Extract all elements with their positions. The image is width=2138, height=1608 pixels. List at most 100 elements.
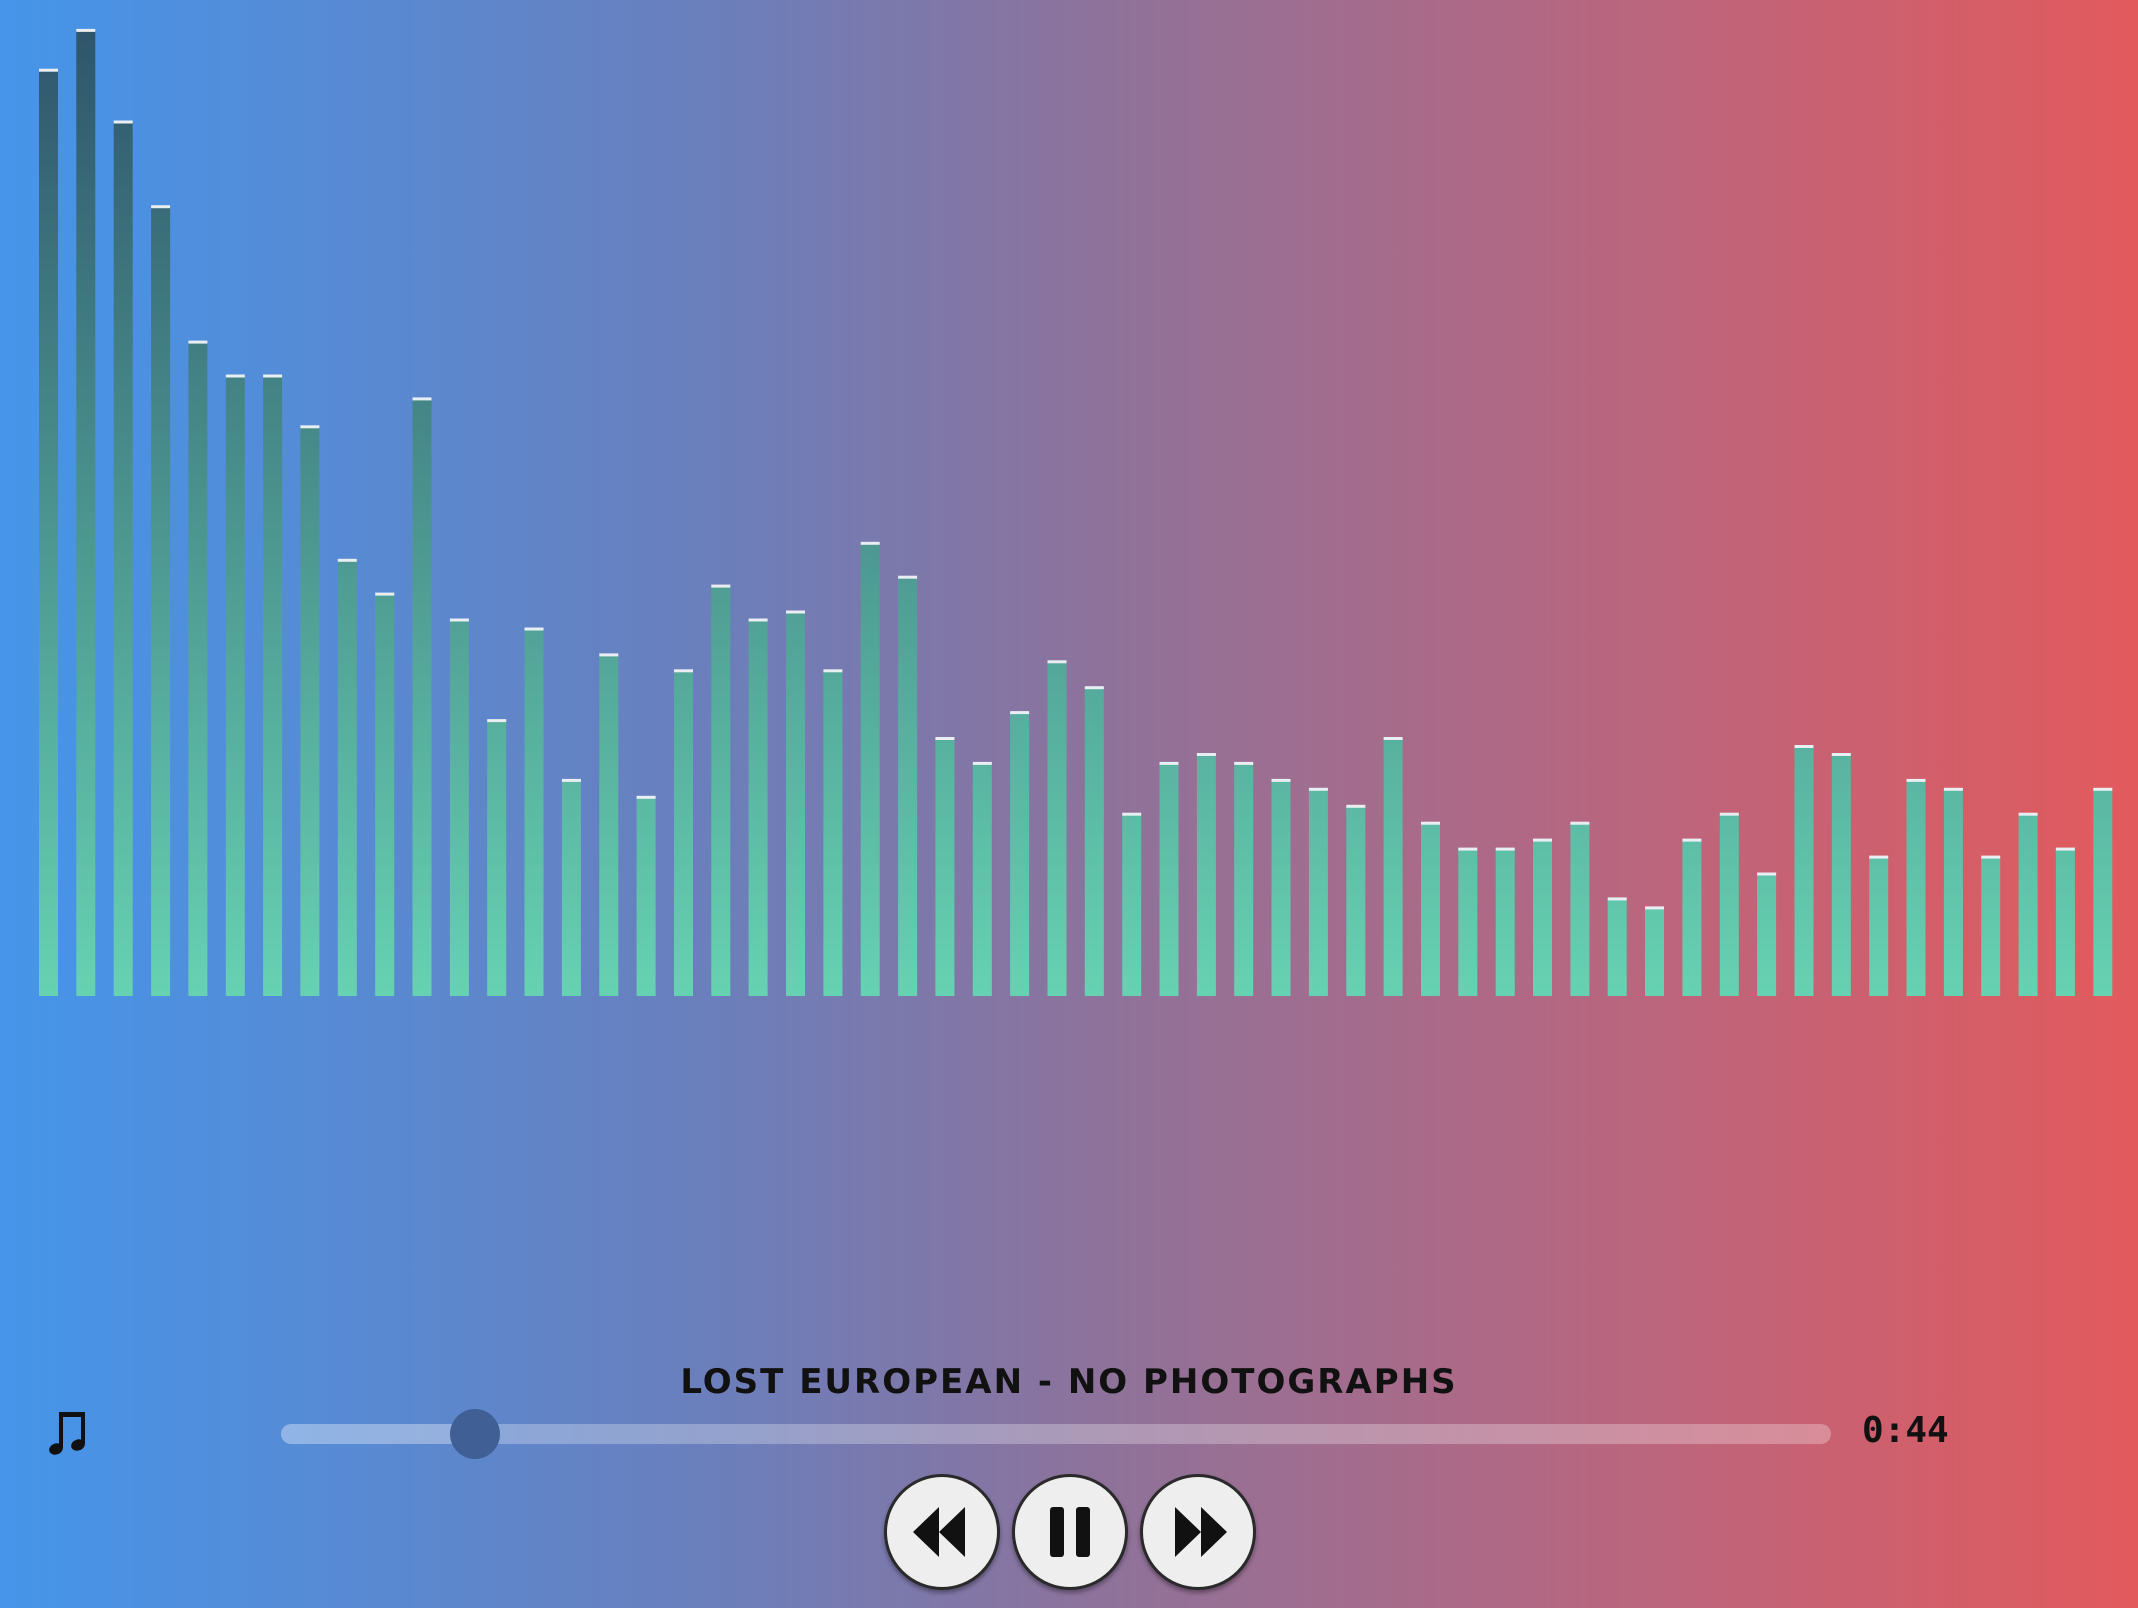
visualizer-bar-cap xyxy=(375,592,395,596)
visualizer-bar xyxy=(412,398,432,996)
visualizer-bar xyxy=(188,341,208,997)
visualizer-bar xyxy=(1570,822,1590,996)
visualizer-bar-cap xyxy=(1794,745,1814,748)
visualizer-bar-cap xyxy=(860,541,880,545)
visualizer-bar-cap xyxy=(39,68,58,72)
visualizer-bar-cap xyxy=(1308,787,1328,791)
visualizer-bar-cap xyxy=(1831,753,1851,756)
music-note-icon xyxy=(48,1408,92,1460)
visualizer-bar xyxy=(898,576,918,996)
visualizer-bar xyxy=(786,611,805,996)
visualizer-bar-cap xyxy=(412,397,432,401)
visualizer-bar xyxy=(1607,898,1627,996)
visualizer-bar xyxy=(1458,848,1478,996)
visualizer-bar-cap xyxy=(1196,753,1216,756)
visualizer-bar xyxy=(1869,856,1889,996)
visualizer-bar-cap xyxy=(2055,847,2075,851)
visualizer-bar-cap xyxy=(1757,872,1777,876)
visualizer-bar xyxy=(487,720,507,996)
visualizer-bar xyxy=(711,585,731,996)
visualizer-bar xyxy=(1196,754,1216,996)
visualizer-bar xyxy=(1981,856,2001,996)
visualizer-bar-cap xyxy=(1010,711,1030,715)
visualizer-bar-cap xyxy=(337,558,357,562)
visualizer-bar-cap xyxy=(748,618,768,622)
visualizer-bar-cap xyxy=(972,761,992,765)
visualizer-bar xyxy=(300,426,320,996)
visualizer-bar-cap xyxy=(1869,855,1889,859)
visualizer-bar-cap xyxy=(524,627,544,631)
visualizer-bar xyxy=(76,29,96,996)
visualizer-bar-cap xyxy=(263,374,283,378)
visualizer-bar-cap xyxy=(1682,838,1702,842)
visualizer-bar xyxy=(860,542,880,996)
visualizer-bar xyxy=(1645,907,1664,996)
visualizer-bar xyxy=(1346,805,1366,996)
visualizer-bar-cap xyxy=(188,340,208,344)
visualizer-bar xyxy=(1159,762,1179,996)
visualizer-bar xyxy=(674,670,693,996)
visualizer-bar-cap xyxy=(1906,778,1926,782)
visualizer-bar xyxy=(636,796,656,996)
visualizer-bar xyxy=(337,559,357,996)
seek-thumb[interactable] xyxy=(449,1409,500,1459)
visualizer-bar xyxy=(1084,687,1104,996)
visualizer-bar-cap xyxy=(1047,660,1067,664)
visualizer-bar-cap xyxy=(1421,821,1440,825)
visualizer-bar xyxy=(561,779,581,996)
visualizer-bar-cap xyxy=(1943,787,1963,791)
visualizer-bar-cap xyxy=(935,737,955,740)
visualizer-bar xyxy=(1308,788,1328,996)
rewind-button[interactable] xyxy=(884,1474,1000,1590)
rewind-icon xyxy=(913,1507,965,1557)
visualizer-bar-cap xyxy=(1495,847,1515,851)
visualizer-bar xyxy=(39,69,58,996)
visualizer-bar-cap xyxy=(1719,812,1739,816)
visualizer-bar xyxy=(2018,813,2038,996)
fast-forward-button[interactable] xyxy=(1140,1474,1256,1590)
visualizer-bar-cap xyxy=(1570,821,1590,825)
visualizer-bar-cap xyxy=(2093,787,2113,791)
visualizer-bar-cap xyxy=(1271,778,1291,782)
visualizer-bar-cap xyxy=(300,425,320,429)
visualizer-bar-cap xyxy=(2018,812,2038,816)
visualizer-bar-cap xyxy=(823,669,843,673)
visualizer-bar xyxy=(1533,839,1552,996)
pause-icon xyxy=(1050,1507,1090,1557)
visualizer-bar xyxy=(1234,762,1254,996)
visualizer-bar xyxy=(151,206,171,996)
audio-visualizer xyxy=(39,28,2113,997)
visualizer-bar-cap xyxy=(76,28,96,32)
visualizer-bar-cap xyxy=(113,120,133,124)
visualizer-bar xyxy=(1010,712,1030,996)
visualizer-bar-cap xyxy=(1122,812,1142,816)
visualizer-bar xyxy=(1383,738,1403,996)
visualizer-bar xyxy=(1906,779,1926,996)
visualizer-bar-cap xyxy=(599,653,619,657)
track-title: LOST EUROPEAN - NO PHOTOGRAPHS xyxy=(680,1362,1458,1402)
visualizer-bar xyxy=(1122,813,1142,996)
visualizer-bar-cap xyxy=(1234,761,1254,765)
visualizer-bar xyxy=(1757,873,1777,996)
visualizer-bar xyxy=(113,121,133,996)
visualizer-bar xyxy=(449,619,469,996)
visualizer-bar-cap xyxy=(898,575,918,579)
visualizer-bar xyxy=(1047,661,1067,996)
visualizer-bar xyxy=(1271,779,1291,996)
visualizer-bar xyxy=(524,628,544,996)
pause-button[interactable] xyxy=(1012,1474,1128,1590)
visualizer-bar xyxy=(935,738,955,996)
visualizer-bar xyxy=(225,375,245,996)
visualizer-bar-cap xyxy=(1458,847,1478,851)
seek-bar[interactable] xyxy=(281,1409,1831,1459)
visualizer-bar-cap xyxy=(1981,855,2001,859)
visualizer-bar-cap xyxy=(1084,686,1104,690)
visualizer-bar-cap xyxy=(1645,906,1664,910)
visualizer-bar-cap xyxy=(1383,737,1403,740)
visualizer-bar-cap xyxy=(636,795,656,799)
visualizer-bar-cap xyxy=(1607,897,1627,901)
visualizer-bar xyxy=(1794,746,1814,996)
visualizer-bar xyxy=(1943,788,1963,996)
visualizer-bar xyxy=(1495,848,1515,996)
seek-bar-progress xyxy=(281,1424,475,1444)
